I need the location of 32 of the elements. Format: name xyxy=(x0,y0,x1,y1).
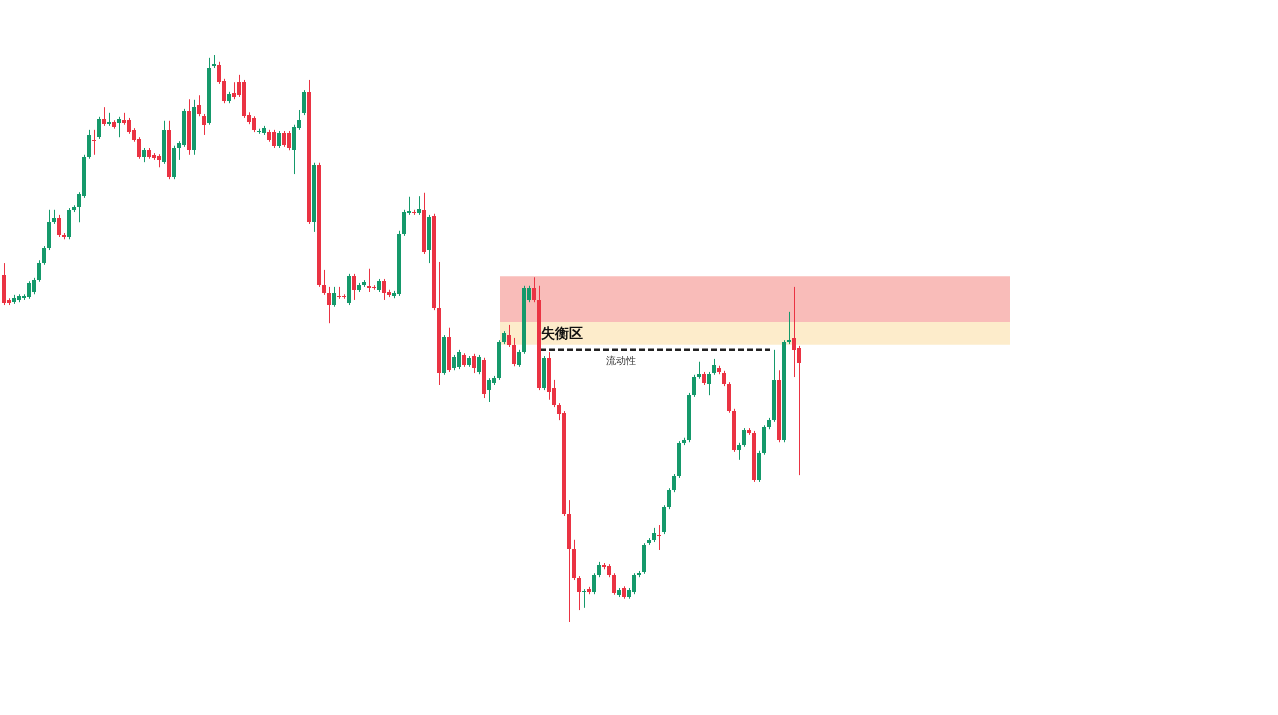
candlestick xyxy=(202,113,206,136)
candlestick xyxy=(512,337,516,367)
candlestick xyxy=(327,286,331,324)
candlestick xyxy=(97,116,101,140)
candlestick xyxy=(707,371,711,396)
candlestick xyxy=(612,572,616,596)
candlestick xyxy=(592,572,596,595)
candlestick xyxy=(417,195,421,216)
candlestick xyxy=(667,487,671,510)
candlestick xyxy=(742,427,746,448)
candlestick xyxy=(787,311,791,345)
ref-line-label: 流动性 xyxy=(606,354,636,366)
band-label: 失衡区 xyxy=(541,325,583,342)
candlestick xyxy=(197,94,201,117)
candlestick xyxy=(692,374,696,398)
candlestick xyxy=(87,129,91,160)
candlestick xyxy=(37,259,41,283)
candlestick xyxy=(352,273,356,301)
candlestick xyxy=(472,353,476,374)
candlestick xyxy=(117,116,121,138)
candlestick xyxy=(57,214,61,238)
candlestick xyxy=(532,276,536,303)
candlestick xyxy=(577,575,581,611)
candlestick xyxy=(507,324,511,348)
candlestick xyxy=(302,89,306,116)
candlestick xyxy=(672,473,676,493)
candlestick xyxy=(657,524,661,551)
candlestick xyxy=(322,269,326,296)
candlestick xyxy=(477,354,481,375)
candlestick xyxy=(42,245,46,266)
candlestick xyxy=(102,106,106,127)
candlestick xyxy=(332,286,336,308)
